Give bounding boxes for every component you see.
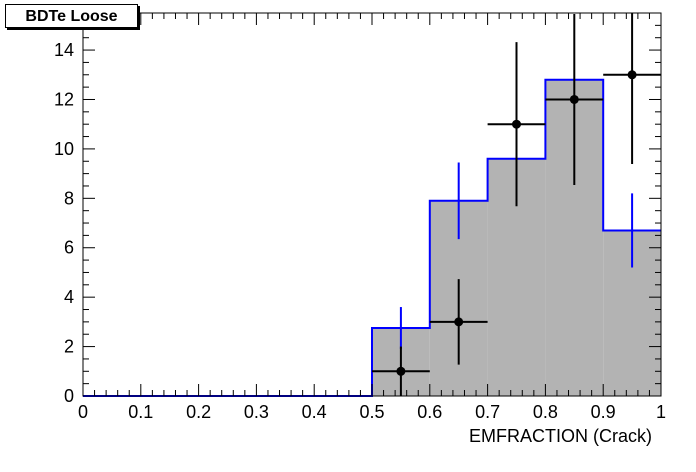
data-point [512,119,521,129]
x-tick-label: 0 [78,402,88,422]
x-tick-label: 1 [656,402,666,422]
x-tick-label: 0.1 [128,402,153,422]
y-tick-label: 0 [64,386,74,406]
y-tick-label: 8 [64,188,74,208]
y-tick-label: 12 [54,89,74,109]
y-tick-label: 4 [64,287,74,307]
x-tick-label: 0.6 [417,402,442,422]
y-tick-label: 10 [54,139,74,159]
x-tick-label: 0.4 [302,402,327,422]
y-tick-label: 14 [54,40,74,60]
data-point [396,366,406,376]
axis-ticks [82,12,662,397]
y-tick-label: 6 [64,238,74,258]
x-tick-label: 0.5 [359,402,384,422]
x-axis-label: EMFRACTION (Crack) [469,426,652,446]
y-tick-label: 2 [64,337,74,357]
x-tick-label: 0.3 [244,402,269,422]
data-point [454,317,464,327]
x-tick-label: 0.7 [475,402,500,422]
data-points-layer [372,13,661,396]
data-point [569,94,579,104]
data-point [627,70,637,80]
x-tick-label: 0.8 [533,402,558,422]
x-tick-label: 0.2 [186,402,211,422]
x-tick-label: 0.9 [591,402,616,422]
chart-title: BDTe Loose [5,4,138,28]
